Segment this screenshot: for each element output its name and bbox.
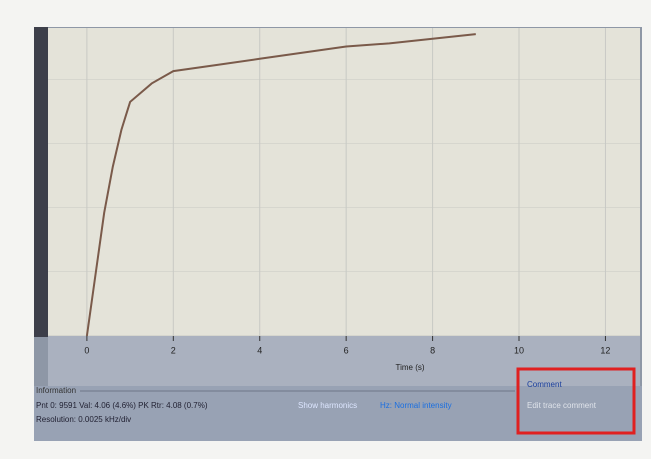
screenshot: Time (s) Information Pnt 0: 9591 Val: 4.… [0, 0, 651, 459]
x-tick-label: 0 [84, 345, 89, 355]
x-tick-label: 8 [430, 345, 435, 355]
x-tick-label: 12 [600, 345, 610, 355]
info-title: Information [36, 386, 76, 395]
info-text: Resolution: 0.0025 kHz/div [36, 415, 131, 424]
left-strip [34, 27, 48, 337]
axis-bar [48, 336, 640, 386]
info-text: Pnt 0: 9591 Val: 4.06 (4.6%) PK Rtr: 4.0… [36, 401, 208, 410]
link[interactable]: Show harmonics [298, 401, 357, 410]
link[interactable]: Hz: Normal intensity [380, 401, 452, 410]
comment-text[interactable]: Edit trace comment [527, 401, 597, 410]
x-tick-label: 6 [344, 345, 349, 355]
comment-title: Comment [527, 380, 562, 389]
x-tick-label: 4 [257, 345, 262, 355]
x-tick-label: 10 [514, 345, 524, 355]
x-axis-label: Time (s) [395, 363, 424, 372]
plot-grid-pattern [48, 28, 640, 336]
x-tick-label: 2 [171, 345, 176, 355]
